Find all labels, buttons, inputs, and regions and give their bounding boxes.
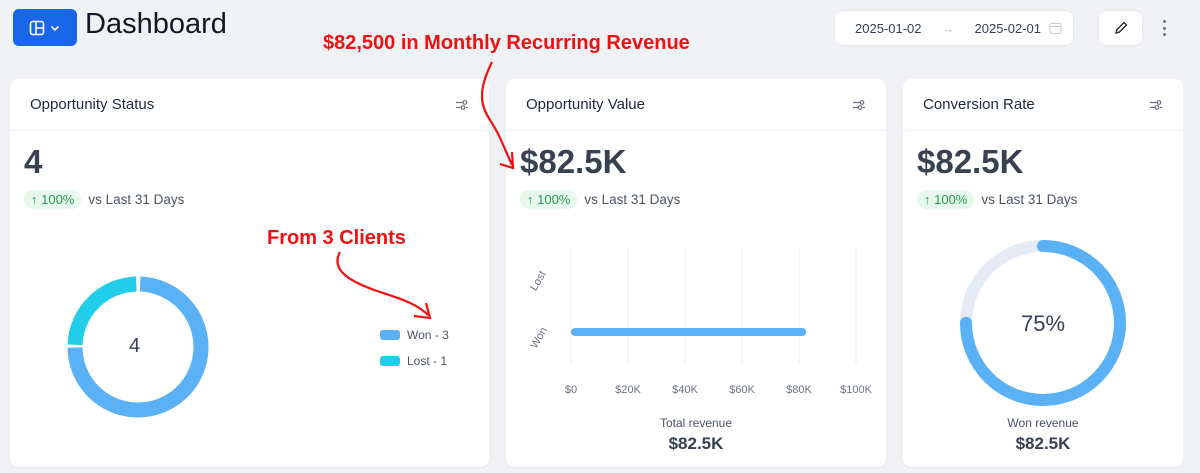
date-end[interactable]: 2025-02-01 — [974, 20, 1042, 36]
pencil-icon — [1114, 21, 1127, 34]
delta-badge: ↑ 100% — [520, 190, 578, 209]
x-tick-label: $100K — [840, 384, 872, 396]
x-tick-label: $60K — [729, 384, 755, 396]
x-tick-label: $40K — [672, 384, 698, 396]
filter-settings-icon[interactable] — [1149, 99, 1163, 111]
card-title: Conversion Rate — [923, 96, 1035, 113]
donut-segment-lost — [67, 276, 209, 418]
legend-won[interactable]: Won - 3 — [380, 328, 449, 342]
delta-label: vs Last 31 Days — [88, 192, 185, 207]
footer-value: $82.5K — [1015, 434, 1071, 453]
annotation-mrr: $82,500 in Monthly Recurring Revenue — [323, 32, 690, 54]
delta-badge: ↑ 100% — [24, 190, 82, 209]
annotation-clients: From 3 Clients — [267, 227, 406, 249]
gauge-fill — [960, 240, 1126, 406]
bar-chart — [570, 247, 857, 364]
layout-switcher-button[interactable] — [13, 9, 77, 46]
opportunity-value-card: Opportunity Value $82.5K ↑ 100% vs Last 3… — [506, 79, 886, 467]
radial-gauge — [960, 240, 1126, 406]
donut-segment-won — [67, 276, 209, 418]
legend-lost[interactable]: Lost - 1 — [380, 354, 447, 368]
footer-label: Total revenue — [659, 416, 733, 430]
delta-label: vs Last 31 Days — [981, 192, 1078, 207]
metric-value: 4 — [24, 143, 43, 180]
filter-settings-icon[interactable] — [455, 99, 469, 111]
card-title: Opportunity Value — [526, 96, 645, 113]
x-tick-label: $80K — [786, 384, 812, 396]
chevron-down-icon — [50, 25, 60, 31]
more-options-button[interactable] — [1157, 18, 1171, 38]
arrow-right-icon: → — [941, 20, 955, 36]
filter-settings-icon[interactable] — [852, 99, 866, 111]
date-start[interactable]: 2025-01-02 — [855, 20, 922, 36]
x-tick-label: $20K — [615, 384, 641, 396]
donut-chart — [67, 276, 209, 418]
page-title: Dashboard — [85, 8, 227, 40]
delta-badge: ↑ 100% — [917, 190, 975, 209]
card-title: Opportunity Status — [30, 96, 155, 113]
gauge-label: 75% — [1020, 311, 1066, 336]
x-tick-label: $0 — [564, 384, 578, 396]
date-range-picker[interactable]: 2025-01-02 → 2025-02-01 — [834, 10, 1074, 46]
bar-won[interactable] — [571, 328, 807, 336]
footer-label: Won revenue — [1007, 416, 1079, 430]
donut-center-label: 4 — [129, 335, 141, 357]
calendar-icon — [1049, 22, 1062, 34]
layout-icon — [29, 20, 45, 35]
edit-button[interactable] — [1098, 10, 1143, 46]
opportunity-status-card: Opportunity Status 4 ↑ 100% vs Last 31 Da… — [10, 79, 489, 467]
conversion-rate-card: Conversion Rate $82.5K ↑ 100% vs Last 31 … — [903, 79, 1183, 467]
footer-value: $82.5K — [668, 434, 724, 453]
metric-value: $82.5K — [917, 143, 1024, 180]
delta-label: vs Last 31 Days — [584, 192, 681, 207]
metric-value: $82.5K — [520, 143, 627, 180]
